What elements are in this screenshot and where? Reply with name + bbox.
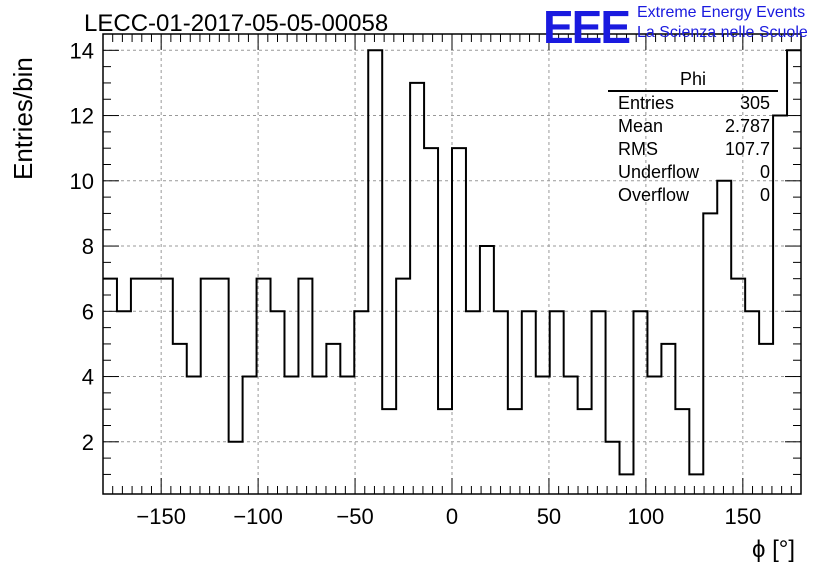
tick-labels: −150 −100 −50 0 50 100 150 2 4 6 8 10 12 14 bbox=[70, 38, 762, 529]
histogram-bin bbox=[745, 311, 759, 494]
histogram-bin bbox=[257, 279, 271, 494]
histogram-bin bbox=[243, 377, 257, 494]
x-tick-label: 50 bbox=[537, 504, 561, 529]
histogram-bin bbox=[229, 442, 243, 494]
y-tick-label: 8 bbox=[82, 234, 94, 259]
stats-label: RMS bbox=[618, 139, 658, 159]
histogram-bin bbox=[271, 311, 285, 494]
histogram-bin bbox=[675, 409, 689, 494]
stats-row: Overflow 0 bbox=[608, 184, 778, 207]
histogram-outline bbox=[103, 49, 801, 476]
histogram-bin bbox=[689, 474, 703, 494]
chart-title: LECC-01-2017-05-05-00058 bbox=[84, 10, 389, 37]
histogram-bin bbox=[522, 311, 536, 494]
histogram-bin bbox=[187, 377, 201, 494]
histogram-bin bbox=[466, 311, 480, 494]
stats-value: 2.787 bbox=[724, 116, 770, 136]
eee-logo: EEE bbox=[543, 1, 631, 53]
histogram-bin bbox=[633, 311, 647, 494]
histogram-bin bbox=[564, 377, 578, 494]
stats-value: 0 bbox=[759, 162, 770, 182]
y-tick-label: 12 bbox=[70, 104, 94, 129]
histogram-bin bbox=[480, 246, 494, 494]
histogram-bin bbox=[354, 311, 368, 494]
x-tick-label: −100 bbox=[233, 504, 283, 529]
histogram-bin bbox=[703, 213, 717, 494]
histogram-bin bbox=[536, 377, 550, 494]
histogram-bin bbox=[173, 344, 187, 494]
logo-line-2: La Scienza nelle Scuole bbox=[637, 24, 808, 41]
histogram-series bbox=[103, 49, 801, 494]
stats-row: Mean 2.787 bbox=[608, 115, 778, 138]
stats-row: Entries 305 bbox=[608, 92, 778, 115]
histogram-bin bbox=[117, 311, 131, 494]
x-tick-label: 100 bbox=[628, 504, 665, 529]
y-tick-label: 10 bbox=[70, 169, 94, 194]
y-tick-label: 14 bbox=[70, 38, 94, 63]
histogram-bin bbox=[298, 279, 312, 494]
histogram-bin bbox=[284, 377, 298, 494]
stats-box: Phi Entries 305 Mean 2.787 RMS 107.7 Underf… bbox=[608, 68, 778, 207]
stats-title: Phi bbox=[608, 68, 778, 92]
x-tick-label: 150 bbox=[724, 504, 761, 529]
stats-row: Underflow 0 bbox=[608, 161, 778, 184]
histogram-bin bbox=[326, 344, 340, 494]
stats-label: Underflow bbox=[618, 162, 700, 182]
stats-label: Overflow bbox=[618, 185, 690, 205]
histogram-bin bbox=[438, 409, 452, 494]
logo-line-1: Extreme Energy Events bbox=[637, 4, 806, 21]
stats-row: RMS 107.7 bbox=[608, 138, 778, 161]
y-tick-label: 2 bbox=[82, 430, 94, 455]
y-axis-label: Entries/bin bbox=[8, 57, 38, 180]
x-tick-label: −150 bbox=[136, 504, 186, 529]
axis-ticks bbox=[103, 34, 801, 494]
histogram-bin bbox=[550, 311, 564, 494]
histogram-bin bbox=[382, 409, 396, 494]
histogram-bin bbox=[647, 377, 661, 494]
histogram-bin bbox=[508, 409, 522, 494]
histogram-bin bbox=[606, 442, 620, 494]
histogram-bin bbox=[410, 83, 424, 494]
histogram-bin bbox=[368, 50, 382, 494]
stats-value: 305 bbox=[739, 93, 770, 113]
histogram-bin bbox=[661, 344, 675, 494]
y-tick-label: 4 bbox=[82, 365, 94, 390]
histogram-bin bbox=[340, 377, 354, 494]
histogram-bin bbox=[717, 181, 731, 494]
x-axis-label: ϕ [°] bbox=[752, 536, 796, 563]
x-tick-label: 0 bbox=[446, 504, 458, 529]
stats-label: Mean bbox=[618, 116, 664, 136]
histogram-bin bbox=[592, 311, 606, 494]
histogram-bin bbox=[787, 50, 801, 494]
histogram-bin bbox=[494, 311, 508, 494]
histogram-bin bbox=[759, 344, 773, 494]
histogram-bin bbox=[312, 377, 326, 494]
x-tick-label: −50 bbox=[336, 504, 373, 529]
stats-value: 107.7 bbox=[724, 139, 770, 159]
y-tick-label: 6 bbox=[82, 299, 94, 324]
histogram-bin bbox=[215, 279, 229, 494]
stats-value: 0 bbox=[759, 185, 770, 205]
stats-label: Entries bbox=[618, 93, 675, 113]
histogram-bin bbox=[578, 409, 592, 494]
